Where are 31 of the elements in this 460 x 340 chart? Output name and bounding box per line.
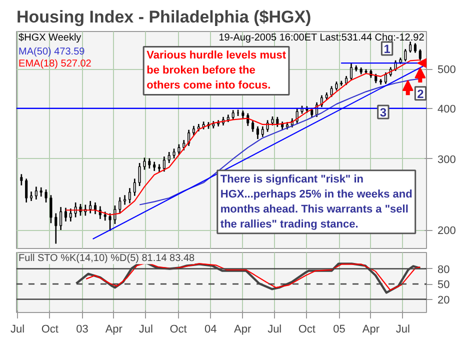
annotation: 2 xyxy=(417,86,424,101)
x-tick-label: 05 xyxy=(333,324,346,336)
annotation: Various hurdle levels must be broken before the others come into focus. xyxy=(146,50,286,92)
annotation: 19-Aug-2005 16:00ET Last:531.44 Chg:-12.92 xyxy=(218,32,425,44)
annotation: $HGX Weekly xyxy=(18,32,82,44)
x-tick-label: 03 xyxy=(76,324,88,336)
x-tick-label: Jul xyxy=(10,324,25,336)
x-tick-label: 04 xyxy=(204,324,217,336)
y-tick-label: 400 xyxy=(438,103,456,116)
y-tick-label: 200 xyxy=(438,225,456,238)
chart-title: Housing Index - Philadelphia ($HGX) xyxy=(16,8,312,26)
x-tick-label: Oct xyxy=(41,324,58,336)
x-tick-label: Apr xyxy=(105,324,123,336)
x-tick-label: Jul xyxy=(396,324,410,336)
text: EMA(18) 527.02 xyxy=(18,58,92,70)
chart-title: Full STO %K(14,10) %D(5) 81.14 83.48 xyxy=(18,253,195,264)
annotation: There is signficant "risk" in HGX...perhaps 25% in the weeks and months ahead. This warrants a "sell the rallies" trading stance. xyxy=(220,173,412,230)
x-tick-label: Apr xyxy=(234,324,252,336)
y-tick-label: 500 xyxy=(438,64,456,76)
x-tick-label: Jul xyxy=(268,324,282,336)
y-tick-label: 50 xyxy=(438,279,450,292)
x-tick-label: Oct xyxy=(170,324,187,336)
text: MA(50) 473.59 xyxy=(18,46,86,58)
y-tick-label: 20 xyxy=(438,294,450,306)
x-tick-label: Jul xyxy=(138,324,153,336)
annotation: 1 xyxy=(384,42,391,56)
x-tick-label: Oct xyxy=(298,324,316,336)
y-tick-label: 80 xyxy=(438,264,450,276)
annotation: 3 xyxy=(380,105,387,120)
x-tick-label: Apr xyxy=(362,324,380,336)
y-tick-label: 300 xyxy=(438,154,456,166)
